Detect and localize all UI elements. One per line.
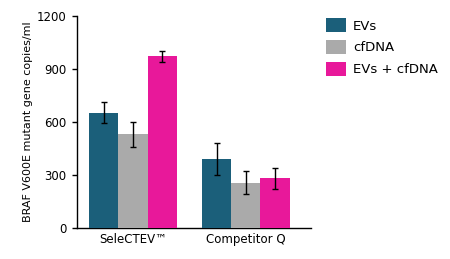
Bar: [90, 113, 118, 228]
Bar: [148, 56, 176, 228]
Bar: [261, 178, 289, 228]
Bar: [231, 183, 261, 228]
Bar: [202, 159, 231, 228]
Y-axis label: BRAF V600E mutant gene copies/ml: BRAF V600E mutant gene copies/ml: [23, 21, 33, 222]
Legend: EVs, cfDNA, EVs + cfDNA: EVs, cfDNA, EVs + cfDNA: [326, 18, 438, 76]
Bar: [118, 134, 148, 228]
